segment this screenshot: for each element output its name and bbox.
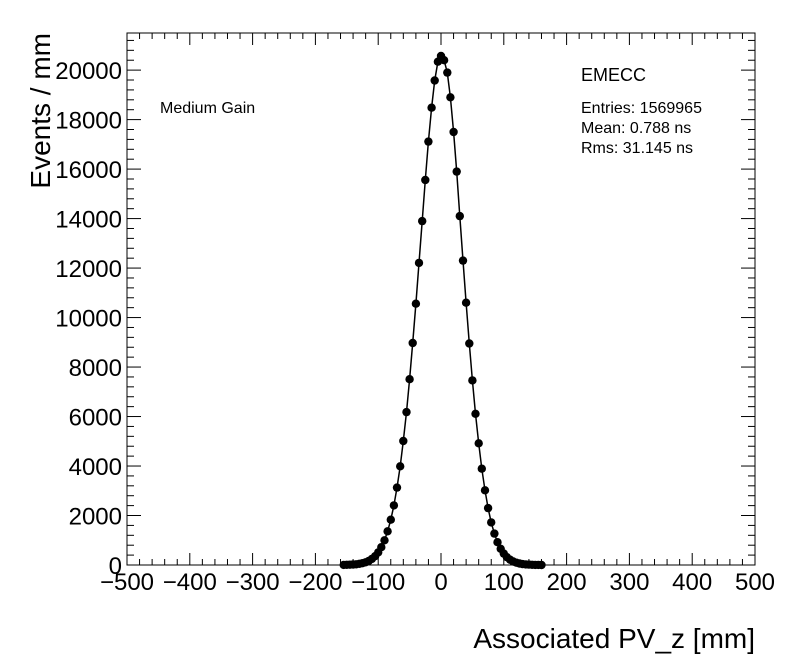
data-point [480,486,490,495]
stats-entries: Entries: 1569965 [581,100,702,117]
y-tick-label: 10000 [55,306,122,333]
x-tick-label: 300 [609,569,649,596]
x-tick-label: 0 [434,569,447,596]
x-tick-label: −400 [163,569,217,596]
data-point [430,76,439,85]
data-point [474,439,483,448]
x-tick-label: −500 [100,569,154,596]
data-point [487,518,496,527]
data-point [377,543,386,552]
data-point [399,436,408,446]
data-point [418,216,427,226]
data-point [537,560,546,570]
stats-rms: Rms: 31.145 ns [581,140,693,157]
y-tick-label: 0 [109,553,122,580]
data-point [411,299,421,308]
data-point [477,464,486,473]
data-point [461,298,471,307]
data-point [446,93,455,102]
data-point [386,515,395,524]
data-point [449,127,458,137]
data-point [414,258,424,268]
data-point [421,175,430,185]
x-axis-label: Associated PV_z [mm] [473,623,755,654]
y-tick-label: 2000 [69,504,122,531]
data-point [439,56,449,65]
data-point [383,527,392,536]
x-tick-label: 500 [735,569,775,596]
data-point [408,338,417,348]
y-axis-label: Events / mm [25,33,56,189]
gain-label: Medium Gain [160,100,255,117]
x-tick-label: −300 [226,569,280,596]
data-point [402,407,411,417]
y-tick-label: 20000 [55,58,122,85]
data-point [490,529,499,538]
x-tick-label: −200 [288,569,342,596]
y-tick-label: 14000 [55,207,122,234]
data-point [389,501,399,510]
data-point [424,137,433,146]
data-point [468,376,477,385]
data-point [483,503,493,513]
x-tick-label: −100 [351,569,405,596]
y-tick-label: 12000 [55,256,122,283]
data-point [452,167,461,176]
series-line [343,54,542,566]
y-tick-label: 8000 [69,355,122,382]
data-point [443,68,452,77]
y-tick-label: 6000 [69,405,122,432]
data-point [392,483,402,492]
data-point [455,211,464,221]
data-point [465,339,474,348]
x-tick-label: 400 [672,569,712,596]
x-tick-label: 100 [484,569,524,596]
y-tick-label: 4000 [69,454,122,481]
y-tick-label: 16000 [55,157,122,184]
data-point [427,103,436,112]
data-point [396,462,405,471]
data-point [458,256,468,265]
data-point [405,375,414,384]
y-tick-label: 18000 [55,108,122,135]
data-point [380,536,389,545]
x-tick-label: 200 [547,569,587,596]
data-point [471,409,480,418]
data-point [493,538,502,547]
stats-name: EMECC [581,65,646,85]
stats-mean: Mean: 0.788 ns [581,120,691,137]
